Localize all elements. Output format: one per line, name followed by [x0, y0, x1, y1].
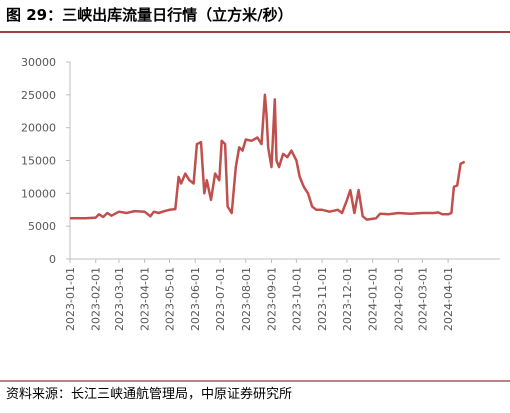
y-tick-label: 25000	[21, 89, 56, 102]
chart-title: 图 29：三峡出库流量日行情（立方米/秒）	[6, 6, 293, 24]
y-tick-label: 30000	[21, 56, 56, 69]
x-tick-label: 2023-08-01	[240, 267, 253, 331]
y-tick-label: 15000	[21, 155, 56, 168]
x-tick-label: 2023-09-01	[266, 267, 279, 331]
y-tick-label: 10000	[21, 187, 56, 200]
x-tick-label: 2023-05-01	[164, 267, 177, 331]
x-tick-label: 2023-07-01	[214, 267, 227, 331]
x-tick-label: 2024-01-01	[367, 267, 380, 331]
x-tick-label: 2023-03-01	[113, 267, 126, 331]
x-tick-label: 2023-06-01	[189, 267, 202, 331]
x-tick-label: 2023-11-01	[316, 267, 329, 331]
x-tick-label: 2024-03-01	[416, 267, 429, 331]
series-line	[70, 93, 466, 221]
y-tick-label: 0	[49, 253, 56, 266]
x-tick-label: 2023-12-01	[341, 267, 354, 331]
y-tick-label: 20000	[21, 122, 56, 135]
x-tick-label: 2024-02-01	[392, 267, 405, 331]
x-tick-label: 2024-04-01	[442, 267, 455, 331]
x-tick-label: 2023-04-01	[139, 267, 152, 331]
x-tick-label: 2023-10-01	[290, 267, 303, 331]
source: 资料来源：长江三峡通航管理局，中原证券研究所	[6, 386, 292, 402]
y-tick-label: 5000	[28, 220, 56, 233]
x-tick-label: 2023-02-01	[90, 267, 103, 331]
x-tick-label: 2023-01-01	[64, 267, 77, 331]
